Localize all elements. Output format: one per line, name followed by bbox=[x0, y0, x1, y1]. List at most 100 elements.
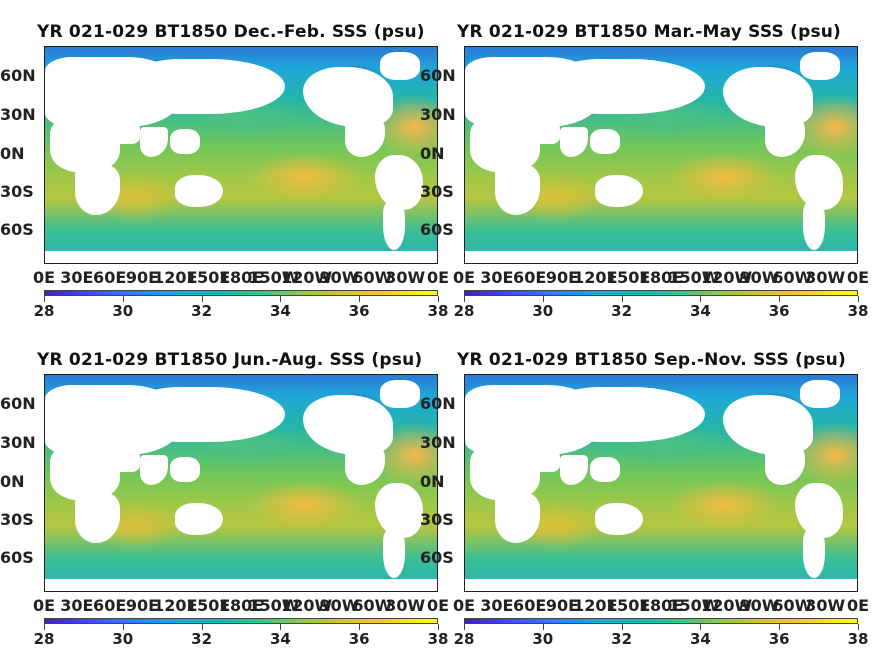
lat-label-30s: 30S bbox=[420, 182, 454, 201]
lon-label: 60W bbox=[352, 268, 393, 287]
land-mass bbox=[380, 380, 420, 408]
colorbar-tick-label: 32 bbox=[611, 630, 633, 648]
colorbar bbox=[44, 290, 438, 296]
land-mass bbox=[75, 493, 120, 543]
land-mass bbox=[530, 122, 560, 144]
lon-label: 90W bbox=[319, 268, 360, 287]
colorbar-tick-mark bbox=[621, 624, 623, 630]
land-mass bbox=[795, 483, 843, 538]
land-mass bbox=[110, 122, 140, 144]
lon-label: 180E bbox=[218, 596, 264, 615]
colorbar-tick-mark bbox=[858, 296, 859, 302]
lon-label: 60W bbox=[352, 596, 393, 615]
colorbar-tick-mark bbox=[122, 624, 124, 630]
land-mass bbox=[50, 445, 120, 500]
colorbar-tick-label: 28 bbox=[453, 630, 475, 648]
land-mass bbox=[595, 503, 643, 535]
land-mass bbox=[470, 117, 540, 172]
lon-label: 120W bbox=[281, 268, 333, 287]
colorbar-tick-label: 28 bbox=[33, 630, 55, 648]
lon-label: 180E bbox=[218, 268, 264, 287]
colorbar-tick-label: 30 bbox=[112, 630, 134, 648]
colorbar-tick-mark bbox=[359, 296, 361, 302]
colorbar-tick-mark bbox=[438, 624, 439, 630]
lon-label: 120W bbox=[281, 596, 333, 615]
lon-label: 60E bbox=[93, 596, 127, 615]
colorbar-tick-label: 34 bbox=[689, 302, 711, 320]
lat-label-30n: 30N bbox=[420, 105, 456, 124]
panel-title: YR 021-029 BT1850 Mar.-May SSS (psu) bbox=[457, 22, 842, 42]
lat-label-30n: 30N bbox=[420, 433, 456, 452]
lon-label: 60W bbox=[772, 596, 813, 615]
colorbar-tick-label: 34 bbox=[269, 302, 291, 320]
land-mass bbox=[470, 445, 540, 500]
colorbar-tick-mark bbox=[280, 624, 282, 630]
lon-label: 60E bbox=[513, 268, 547, 287]
lat-label-0n: 0N bbox=[420, 144, 445, 163]
land-mass bbox=[45, 251, 437, 263]
colorbar-tick-mark bbox=[858, 624, 859, 630]
colorbar-tick-mark bbox=[621, 296, 623, 302]
lat-label-60s: 60S bbox=[420, 220, 454, 239]
lon-label: 120E bbox=[573, 268, 618, 287]
land-mass bbox=[800, 52, 840, 80]
lon-label: 0E bbox=[452, 268, 476, 287]
lon-label: 150W bbox=[668, 596, 720, 615]
lat-label-60s: 60S bbox=[0, 548, 34, 567]
lon-label: 180E bbox=[638, 596, 684, 615]
land-mass bbox=[50, 117, 120, 172]
lon-label: 0E bbox=[846, 596, 870, 615]
lon-label: 120W bbox=[701, 268, 753, 287]
land-mass bbox=[175, 175, 223, 207]
lon-label: 30W bbox=[805, 596, 846, 615]
lon-label: 60E bbox=[513, 596, 547, 615]
land-mass bbox=[375, 483, 423, 538]
land-mass bbox=[375, 155, 423, 210]
land-mass bbox=[380, 52, 420, 80]
lon-label: 30W bbox=[385, 596, 426, 615]
panel-title: YR 021-029 BT1850 Jun.-Aug. SSS (psu) bbox=[37, 350, 423, 370]
lon-label: 0E bbox=[846, 268, 870, 287]
lat-label-30s: 30S bbox=[0, 182, 34, 201]
land-mass bbox=[175, 503, 223, 535]
panel-title: YR 021-029 BT1850 Dec.-Feb. SSS (psu) bbox=[37, 22, 425, 42]
lon-label: 30W bbox=[385, 268, 426, 287]
colorbar bbox=[464, 618, 858, 624]
land-mass bbox=[45, 579, 437, 591]
land-mass bbox=[75, 165, 120, 215]
colorbar-tick-label: 28 bbox=[453, 302, 475, 320]
lat-label-60n: 60N bbox=[420, 394, 456, 413]
colorbar-tick-mark bbox=[280, 296, 282, 302]
land-mass bbox=[110, 450, 140, 472]
land-mass bbox=[595, 175, 643, 207]
land-mass bbox=[135, 59, 285, 114]
lat-label-30s: 30S bbox=[0, 510, 34, 529]
lon-label: 120E bbox=[153, 596, 198, 615]
colorbar bbox=[44, 618, 438, 624]
sss-map bbox=[464, 46, 858, 264]
lon-label: 30E bbox=[60, 596, 94, 615]
lon-label: 30E bbox=[480, 596, 514, 615]
lat-label-60n: 60N bbox=[0, 394, 36, 413]
colorbar-tick-label: 36 bbox=[348, 302, 370, 320]
lat-label-30n: 30N bbox=[0, 433, 36, 452]
panel-title: YR 021-029 BT1850 Sep.-Nov. SSS (psu) bbox=[457, 350, 846, 370]
colorbar-tick-mark bbox=[542, 624, 544, 630]
colorbar-tick-label: 38 bbox=[427, 302, 449, 320]
lon-label: 90W bbox=[739, 596, 780, 615]
lon-label: 90E bbox=[125, 596, 160, 615]
land-mass bbox=[135, 387, 285, 442]
lat-label-0n: 0N bbox=[0, 472, 25, 491]
lon-label: 120E bbox=[153, 268, 198, 287]
lat-label-60n: 60N bbox=[0, 66, 36, 85]
land-mass bbox=[555, 387, 705, 442]
land-mass bbox=[170, 129, 200, 154]
colorbar-tick-label: 34 bbox=[689, 630, 711, 648]
land-mass bbox=[803, 202, 825, 250]
lon-label: 0E bbox=[452, 596, 476, 615]
lon-label: 150E bbox=[605, 596, 651, 615]
lat-label-30s: 30S bbox=[420, 510, 454, 529]
land-mass bbox=[590, 129, 620, 154]
lat-label-0n: 0N bbox=[0, 144, 25, 163]
lon-label: 90E bbox=[545, 596, 580, 615]
